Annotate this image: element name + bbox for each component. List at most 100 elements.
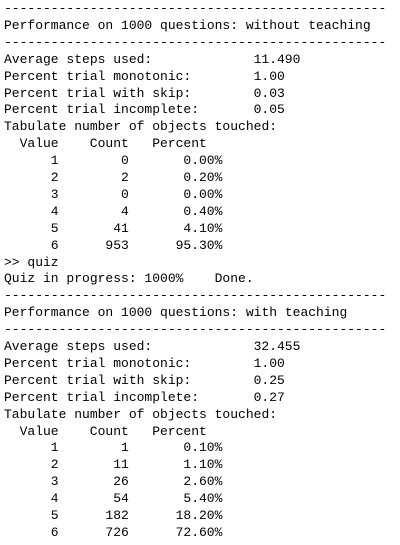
cell-count: 11 xyxy=(113,457,129,473)
cell-value: 6 xyxy=(50,524,59,540)
rule: ----------------------------------------… xyxy=(4,0,396,17)
stat-line: Average steps used: 32.455 xyxy=(4,338,396,355)
table-row: 3 26 2.60% xyxy=(4,473,396,490)
separator: ----------------------------------------… xyxy=(4,34,387,50)
separator: ----------------------------------------… xyxy=(4,322,387,338)
section-title: Performance on 1000 questions: without t… xyxy=(4,17,396,34)
cell-count: 726 xyxy=(105,524,129,540)
cell-percent: 0.10% xyxy=(183,440,223,456)
column-header: Count xyxy=(89,136,129,152)
stat-value: 1.00 xyxy=(253,355,285,371)
stat-value: 1.00 xyxy=(253,68,285,84)
table-row: 2 11 1.10% xyxy=(4,456,396,473)
stat-label: Average steps used: xyxy=(4,51,153,67)
cell-count: 0 xyxy=(121,153,129,169)
cell-value: 2 xyxy=(50,170,59,185)
table-title: Tabulate number of objects touched: xyxy=(4,118,396,135)
stat-label: Percent trial incomplete: xyxy=(4,102,200,118)
cell-percent: 95.30% xyxy=(175,237,223,253)
stat-line: Average steps used: 11.490 xyxy=(4,51,396,68)
cell-value: 4 xyxy=(50,491,59,507)
table-header: Value Count Percent xyxy=(4,423,396,440)
rule: ----------------------------------------… xyxy=(4,287,396,304)
stat-label: Percent trial incomplete: xyxy=(4,389,200,405)
cell-value: 2 xyxy=(50,457,59,473)
table-row: 1 0 0.00% xyxy=(4,152,396,169)
cell-count: 182 xyxy=(105,508,129,523)
stat-line: Percent trial with skip: 0.03 xyxy=(4,85,396,102)
rule: ----------------------------------------… xyxy=(4,321,396,338)
cell-count: 953 xyxy=(105,237,129,253)
console-line: Quiz in progress: 1000% Done. xyxy=(4,270,396,287)
section-title: Performance on 1000 questions: without t… xyxy=(4,17,371,33)
cell-value: 1 xyxy=(50,440,59,456)
stat-line: Percent trial incomplete: 0.05 xyxy=(4,101,396,118)
table-title: Tabulate number of objects touched: xyxy=(4,406,396,423)
section-title: Performance on 1000 questions: with teac… xyxy=(4,304,396,321)
cell-count: 2 xyxy=(121,170,129,185)
table-row: 4 4 0.40% xyxy=(4,203,396,220)
table-title: Tabulate number of objects touched: xyxy=(4,119,278,135)
cell-count: 41 xyxy=(113,220,129,236)
table-row: 4 54 5.40% xyxy=(4,490,396,507)
stat-label: Percent trial monotonic: xyxy=(4,355,192,371)
table-row: 1 1 0.10% xyxy=(4,439,396,456)
column-header: Percent xyxy=(152,136,207,152)
cell-percent: 4.10% xyxy=(183,220,223,236)
stat-value: 0.25 xyxy=(253,372,285,388)
stat-line: Percent trial with skip: 0.25 xyxy=(4,372,396,389)
separator: ----------------------------------------… xyxy=(4,288,387,304)
table-title: Tabulate number of objects touched: xyxy=(4,406,278,422)
table-row: 6 726 72.60% xyxy=(4,524,396,541)
cell-percent: 0.20% xyxy=(183,170,223,185)
cell-percent: 72.60% xyxy=(175,524,223,540)
table-row: 3 0 0.00% xyxy=(4,186,396,203)
section-title: Performance on 1000 questions: with teac… xyxy=(4,305,348,321)
cell-value: 5 xyxy=(50,508,59,523)
column-header: Value xyxy=(19,136,59,152)
console-text: Quiz in progress: 1000% Done. xyxy=(4,271,254,287)
console-text: >> quiz xyxy=(4,254,59,270)
stat-value: 32.455 xyxy=(253,339,301,354)
cell-count: 0 xyxy=(121,186,129,202)
stat-line: Percent trial monotonic: 1.00 xyxy=(4,355,396,372)
cell-percent: 5.40% xyxy=(183,491,223,507)
stat-value: 0.03 xyxy=(253,85,285,101)
table-header: Value Count Percent xyxy=(4,135,396,152)
cell-percent: 0.00% xyxy=(183,153,223,169)
column-header: Percent xyxy=(152,423,207,439)
table-row: 5 182 18.20% xyxy=(4,507,396,524)
cell-percent: 18.20% xyxy=(175,508,223,523)
cell-count: 26 xyxy=(113,474,129,490)
cell-value: 1 xyxy=(50,153,59,169)
table-row: 2 2 0.20% xyxy=(4,169,396,186)
cell-count: 54 xyxy=(113,491,129,507)
cell-count: 1 xyxy=(121,440,129,456)
table-row: 6 953 95.30% xyxy=(4,237,396,254)
cell-value: 3 xyxy=(50,186,59,202)
table-row: 5 41 4.10% xyxy=(4,220,396,237)
stat-label: Percent trial with skip: xyxy=(4,372,192,388)
stat-line: Percent trial monotonic: 1.00 xyxy=(4,68,396,85)
stat-label: Percent trial monotonic: xyxy=(4,68,192,84)
console-line: >> quiz xyxy=(4,254,396,271)
stat-label: Percent trial with skip: xyxy=(4,85,192,101)
stat-value: 11.490 xyxy=(253,51,301,67)
cell-percent: 0.00% xyxy=(183,186,223,202)
stat-value: 0.05 xyxy=(253,102,285,118)
stat-label: Average steps used: xyxy=(4,339,153,354)
stat-line: Percent trial incomplete: 0.27 xyxy=(4,389,396,406)
cell-value: 5 xyxy=(50,220,59,236)
separator: ----------------------------------------… xyxy=(4,1,387,16)
rule: ----------------------------------------… xyxy=(4,34,396,51)
cell-percent: 1.10% xyxy=(183,457,223,473)
cell-count: 4 xyxy=(121,203,129,219)
column-header: Count xyxy=(89,423,129,439)
cell-value: 6 xyxy=(50,237,59,253)
column-header: Value xyxy=(19,423,59,439)
cell-percent: 0.40% xyxy=(183,203,223,219)
cell-value: 3 xyxy=(50,474,59,490)
cell-value: 4 xyxy=(50,203,59,219)
stat-value: 0.27 xyxy=(253,389,285,405)
